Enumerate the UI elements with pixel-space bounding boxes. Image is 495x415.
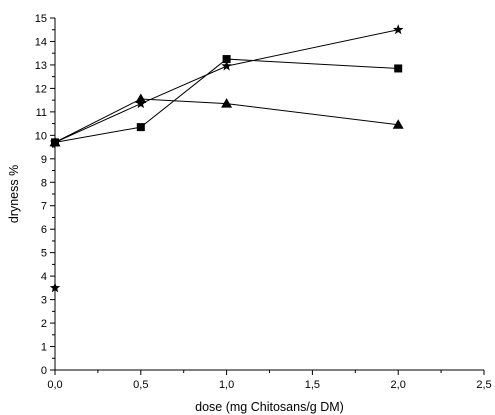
data-point-star <box>49 136 61 147</box>
series-triangle <box>49 93 404 147</box>
data-point-triangle <box>392 119 404 129</box>
y-tick-label: 6 <box>41 224 47 236</box>
y-tick-label: 13 <box>35 60 47 72</box>
series-line <box>54 29 399 143</box>
y-tick-label: 8 <box>41 177 47 189</box>
series-star <box>49 24 404 147</box>
y-tick-label: 14 <box>35 36 47 48</box>
data-point-square <box>136 123 145 132</box>
series-layer <box>49 24 404 293</box>
y-axis-title: dryness % <box>7 165 21 223</box>
x-tick-label: 0,5 <box>133 379 148 391</box>
y-tick-label: 4 <box>41 271 47 283</box>
x-tick-label: 1,0 <box>219 379 234 391</box>
x-axis-title: dose (mg Chitosans/g DM) <box>195 400 344 414</box>
x-tick-label: 2,0 <box>391 379 406 391</box>
y-tick-label: 7 <box>41 201 47 213</box>
series-line <box>54 98 399 143</box>
y-tick-label: 12 <box>35 83 47 95</box>
series-line <box>54 58 399 143</box>
y-tick-label: 3 <box>41 295 47 307</box>
y-tick-label: 15 <box>35 13 47 25</box>
data-point-star <box>135 98 147 109</box>
y-tick-label: 5 <box>41 248 47 260</box>
x-tick-label: 0,0 <box>47 379 62 391</box>
y-tick-label: 0 <box>41 365 47 377</box>
x-tick-label: 1,5 <box>305 379 320 391</box>
data-point-triangle <box>221 98 233 108</box>
y-tick-label: 9 <box>41 154 47 166</box>
y-tick-label: 1 <box>41 342 47 354</box>
data-point-square <box>394 64 403 73</box>
y-tick-label: 2 <box>41 318 47 330</box>
x-tick-label: 2,5 <box>476 379 491 391</box>
data-point-star <box>49 282 61 293</box>
data-point-square <box>222 55 231 64</box>
data-point-star <box>392 24 404 35</box>
y-tick-label: 10 <box>35 130 47 142</box>
data-point-star <box>221 60 232 71</box>
y-tick-label: 11 <box>36 107 47 119</box>
